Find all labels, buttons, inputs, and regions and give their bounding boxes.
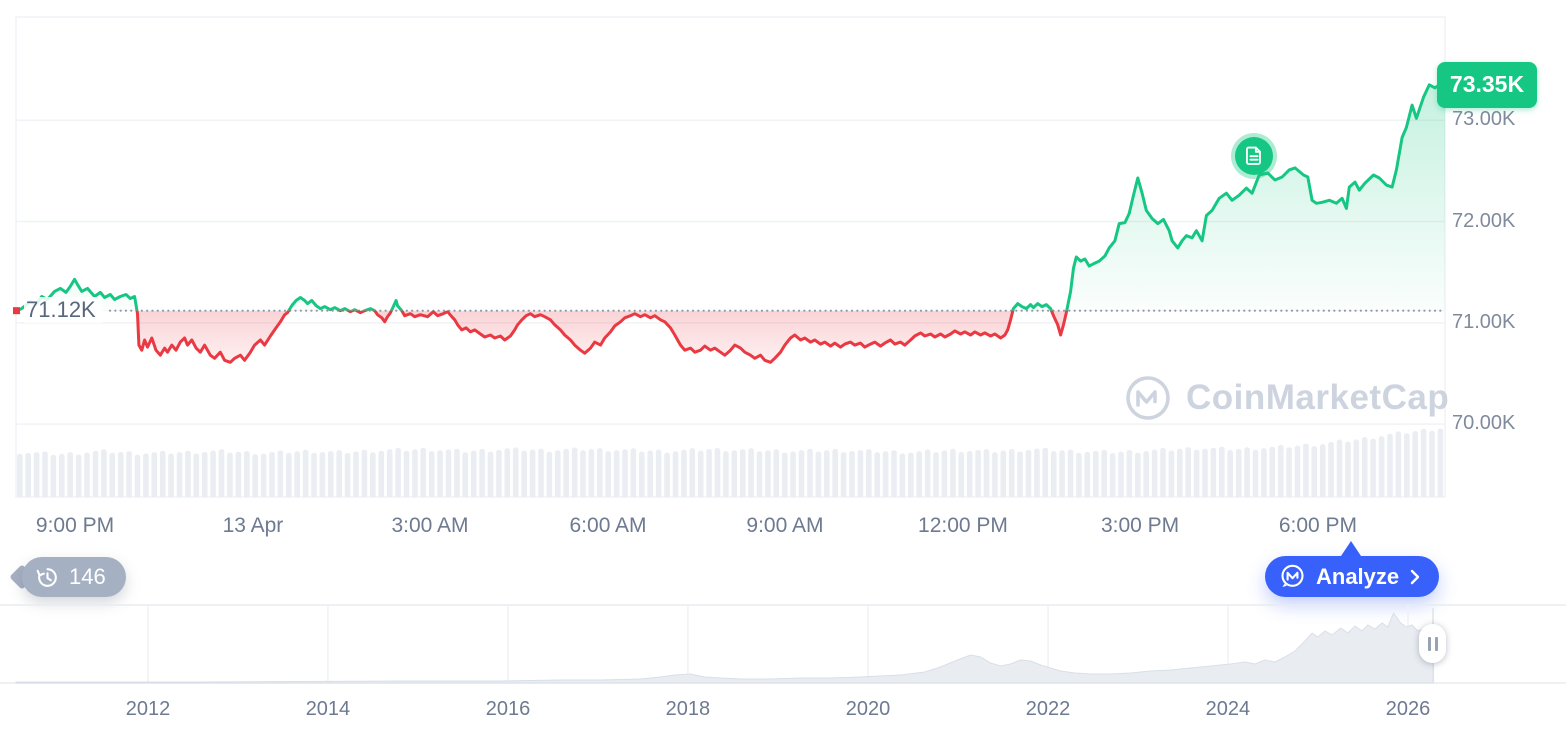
baseline-axis-tick [13,307,20,315]
x-tick-label: 12:00 PM [918,514,1008,537]
area-above-baseline [16,84,1445,311]
watermark-text: CoinMarketCap [1186,378,1450,417]
x-tick-label: 3:00 PM [1100,514,1180,537]
current-price-badge: 73.35K [1437,61,1537,108]
year-tick-label: 2020 [845,698,891,720]
year-tick-label: 2012 [125,698,171,720]
chevron-right-icon [1409,568,1421,586]
x-tick-label: 6:00 AM [569,514,647,537]
area-below-baseline [16,310,1445,363]
analyze-label: Analyze [1316,563,1400,589]
baseline-price-label: 71.12K [24,296,102,323]
watermark: CoinMarketCap [1124,374,1449,422]
cmc-watermark-icon [1124,374,1172,422]
navigator-handle[interactable] [1419,624,1447,663]
y-tick-label: 70.00K [1452,412,1516,435]
year-tick-label: 2016 [485,698,531,720]
year-tick-label: 2018 [665,698,711,720]
analyze-button[interactable]: Analyze [1265,556,1440,597]
y-tick-label: 72.00K [1452,209,1516,232]
history-count: 146 [69,564,106,589]
drag-handle-icon [1427,636,1431,651]
news-icon [1243,145,1265,167]
x-tick-label: 13 Apr [222,514,284,537]
analyze-pointer [1341,541,1361,556]
price-chart-canvas[interactable] [0,0,1566,540]
y-tick-label: 73.00K [1452,108,1516,131]
history-icon [35,565,60,590]
x-tick-label: 6:00 PM [1278,514,1358,537]
cmc-logo-icon [1279,563,1306,590]
x-tick-label: 9:00 AM [746,514,824,537]
x-tick-label: 3:00 AM [391,514,469,537]
range-navigator[interactable] [0,604,1566,686]
news-event-marker[interactable] [1234,136,1273,175]
year-tick-label: 2024 [1205,698,1251,720]
x-tick-label: 9:00 PM [35,514,115,537]
volume-bars [17,428,1444,497]
year-tick-label: 2014 [305,698,351,720]
year-tick-label: 2022 [1025,698,1071,720]
navigator-series [15,611,1435,684]
price-line-down [16,310,1069,364]
history-badge[interactable]: 146 [22,557,126,597]
year-tick-label: 2026 [1385,698,1431,720]
price-line-up [16,83,1445,311]
y-tick-label: 71.00K [1452,310,1516,333]
